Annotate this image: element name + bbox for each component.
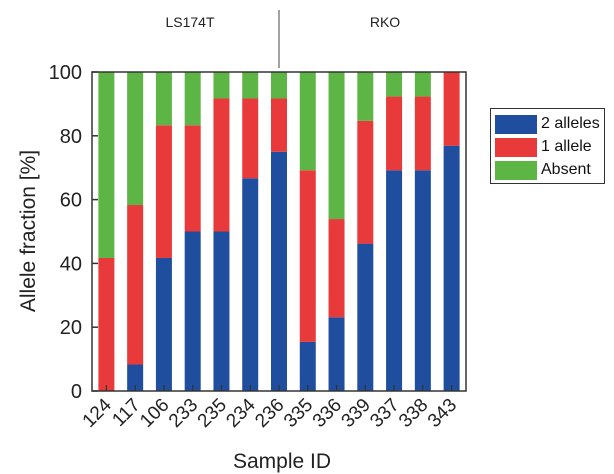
legend-swatch-absent: [495, 160, 537, 180]
bar-segment-335-1-allele: [299, 170, 316, 342]
x-axis-label: Sample ID: [232, 450, 332, 473]
y-tick-label-0: 0: [71, 381, 82, 403]
bar-segment-234-1-allele: [242, 98, 259, 179]
y-axis-label: Allele fraction [%]: [17, 149, 40, 313]
bar-segment-117-1-allele: [127, 205, 144, 365]
bar-segment-124-absent: [98, 72, 115, 258]
bar-segment-235-1-allele: [213, 98, 230, 232]
bar-segment-233-absent: [184, 72, 201, 126]
legend-swatch-1-allele: [495, 137, 537, 157]
bar-segment-343-1-allele: [443, 72, 460, 146]
legend-label-absent: Absent: [541, 161, 591, 178]
bar-segment-234-absent: [242, 72, 259, 99]
bar-segment-234-2-alleles: [242, 178, 259, 391]
bar-segment-336-absent: [328, 72, 345, 220]
bar-segment-236-2-alleles: [271, 151, 287, 391]
group-label-rko: RKO: [369, 14, 401, 30]
bar-segment-335-2-alleles: [299, 341, 316, 391]
legend-label-1-allele: 1 allele: [541, 138, 592, 155]
legend-item-1-allele: 1 allele: [495, 136, 592, 158]
bar-segment-335-absent: [299, 72, 316, 171]
group-label-ls174t: LS174T: [165, 14, 215, 30]
y-tick-label-20: 20: [60, 317, 82, 339]
legend-item-2-alleles: 2 alleles: [495, 113, 600, 135]
bar-segment-337-1-allele: [386, 96, 403, 171]
bar-segment-338-absent: [414, 72, 431, 97]
bar-segment-117-absent: [127, 72, 144, 206]
bar-segment-233-2-alleles: [184, 231, 201, 391]
legend-swatch-2-alleles: [495, 114, 537, 134]
bar-segment-339-1-allele: [357, 120, 374, 244]
legend-label-2-alleles: 2 alleles: [541, 115, 600, 132]
bar-segment-235-absent: [213, 72, 230, 99]
x-tick-label-343: 343: [424, 395, 461, 432]
legend-item-absent: Absent: [495, 159, 591, 181]
bar-segment-336-2-alleles: [328, 317, 345, 391]
bar-segment-236-1-allele: [271, 98, 287, 152]
bar-segment-338-2-alleles: [414, 170, 431, 391]
bar-segment-117-2-alleles: [127, 364, 144, 391]
y-tick-label-80: 80: [60, 126, 82, 148]
bar-segment-106-absent: [155, 72, 172, 126]
bar-segment-343-2-alleles: [443, 145, 460, 391]
bar-segment-106-2-alleles: [155, 257, 172, 391]
y-tick-label-100: 100: [49, 62, 82, 84]
bar-segment-236-absent: [271, 72, 287, 99]
bar-segment-337-absent: [386, 72, 403, 97]
bar-segment-336-1-allele: [328, 219, 345, 318]
bar-segment-124-1-allele: [98, 257, 115, 391]
bar-segment-339-2-alleles: [357, 243, 374, 391]
y-tick-label-40: 40: [60, 253, 82, 275]
bar-segment-233-1-allele: [184, 125, 201, 232]
bar-segment-339-absent: [357, 72, 374, 121]
bar-segment-235-2-alleles: [213, 231, 230, 391]
legend: 2 alleles 1 allele Absent: [490, 108, 605, 184]
bar-segment-337-2-alleles: [386, 170, 403, 391]
bar-segment-338-1-allele: [414, 96, 431, 171]
y-tick-label-60: 60: [60, 190, 82, 212]
bar-segment-106-1-allele: [155, 125, 172, 258]
